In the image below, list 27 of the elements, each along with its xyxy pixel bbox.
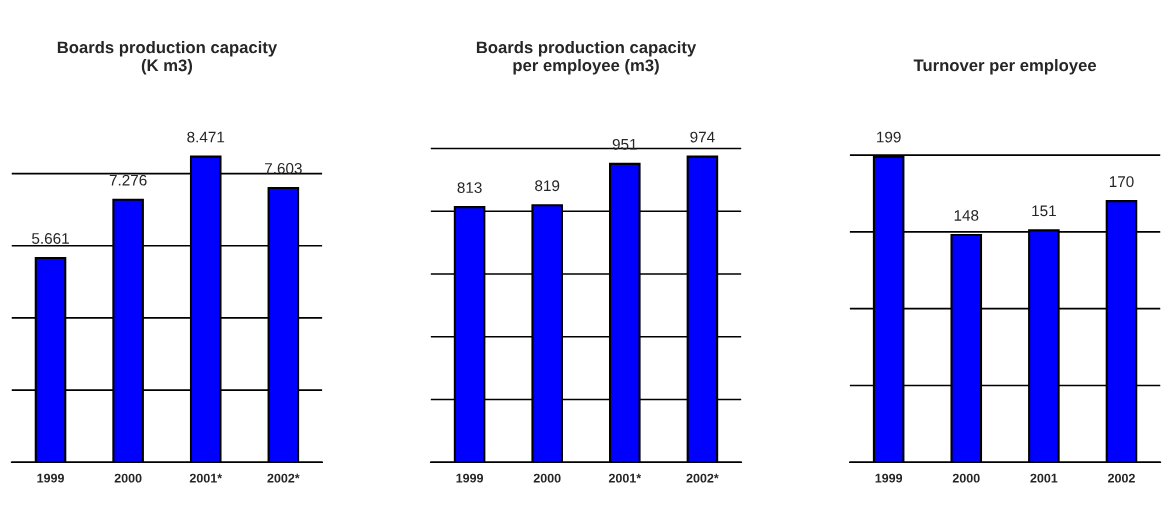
x-tick-label: 2001*: [189, 473, 223, 483]
x-tick-label: 2000: [952, 473, 980, 483]
data-label: 170: [1109, 176, 1134, 188]
data-label: 974: [690, 131, 715, 143]
data-label: 819: [535, 180, 560, 192]
chart-title: Boards production capacity per employee (m3): [476, 41, 697, 75]
data-label: 5.661: [32, 233, 69, 244]
data-label: 148: [954, 210, 979, 221]
chart-title: Boards production capacity (K m3): [57, 41, 278, 75]
x-tick-label: 2002*: [267, 473, 300, 483]
data-label: 151: [1032, 205, 1056, 217]
x-tick-label: 1999: [875, 473, 903, 483]
x-tick-label: 2000: [114, 473, 142, 483]
data-label: 951: [612, 138, 637, 150]
data-label: 199: [877, 131, 901, 143]
data-label: 7.276: [109, 174, 147, 186]
x-tick-label: 2002: [1108, 473, 1135, 483]
x-tick-label: 1999: [37, 473, 64, 483]
data-label: 7.603: [265, 162, 302, 174]
x-tick-label: 2002*: [686, 473, 719, 483]
chart-title: Turnover per employee: [913, 58, 1097, 75]
x-tick-label: 1999: [456, 473, 484, 483]
x-tick-label: 2001*: [608, 473, 642, 483]
x-tick-label: 2001: [1030, 473, 1058, 483]
x-tick-label: 2000: [533, 473, 561, 483]
data-label: 813: [457, 182, 482, 194]
data-label: 8.471: [187, 131, 225, 143]
